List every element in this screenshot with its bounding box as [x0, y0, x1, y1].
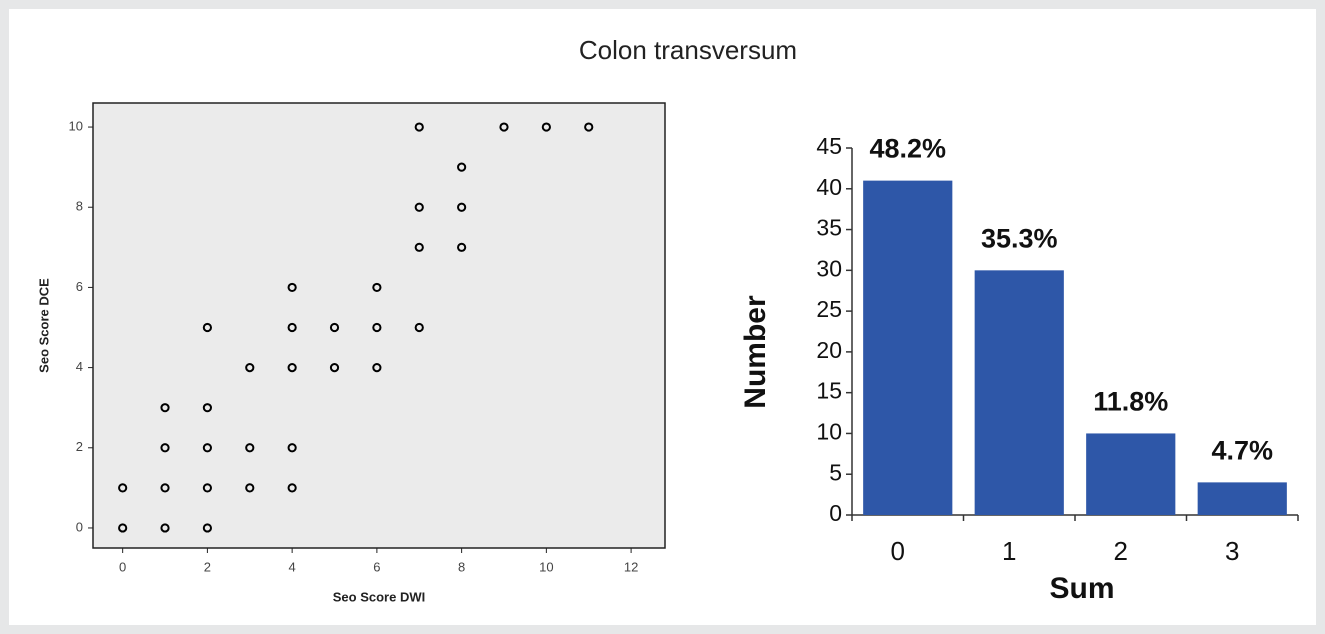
- point: [287, 282, 297, 293]
- point: [202, 322, 212, 333]
- x-tick-label: 8: [458, 559, 465, 574]
- y-axis-label: Number: [739, 295, 772, 409]
- x-tick-label: 12: [624, 559, 638, 574]
- y-tick-label: 35: [816, 215, 842, 241]
- point: [414, 122, 424, 132]
- point: [245, 443, 255, 453]
- point: [202, 483, 212, 493]
- y-tick-label: 4: [76, 359, 83, 374]
- x-tick-label: 0: [119, 559, 126, 574]
- point: [541, 122, 551, 132]
- point: [202, 403, 212, 413]
- x-tick-label: 1: [1002, 536, 1016, 566]
- point: [372, 362, 382, 373]
- y-tick-label: 8: [76, 199, 83, 214]
- y-tick-label: 5: [829, 459, 842, 485]
- y-tick-label: 15: [816, 378, 842, 404]
- y-tick-label: 0: [76, 519, 83, 534]
- point: [202, 523, 212, 533]
- y-tick-label: 20: [816, 337, 842, 363]
- y-tick-label: 30: [816, 255, 842, 281]
- y-tick-label: 0: [829, 500, 842, 526]
- point: [118, 483, 128, 493]
- x-tick-label: 4: [289, 559, 296, 574]
- point: [287, 443, 297, 453]
- point: [160, 443, 170, 453]
- point: [287, 362, 297, 373]
- y-tick-label: 45: [816, 133, 842, 159]
- y-tick-label: 2: [76, 439, 83, 454]
- point: [457, 242, 467, 252]
- point: [287, 483, 297, 493]
- y-tick-label: 6: [76, 279, 83, 294]
- point: [457, 202, 467, 212]
- point: [372, 322, 382, 333]
- bar-annotation: 48.2%: [869, 134, 946, 164]
- point: [457, 162, 467, 172]
- y-axis-label: Seo Score DCE: [36, 278, 51, 373]
- point: [160, 523, 170, 533]
- point: [499, 122, 509, 132]
- point: [245, 483, 255, 493]
- bar: [863, 180, 953, 515]
- point: [372, 282, 382, 293]
- point: [202, 443, 212, 453]
- bar: [974, 270, 1064, 515]
- x-tick-label: 3: [1225, 536, 1239, 566]
- x-axis-label: Seo Score DWI: [333, 589, 425, 604]
- point: [414, 242, 424, 252]
- x-tick-label: 0: [891, 536, 905, 566]
- point: [329, 362, 340, 373]
- y-tick-label: 40: [816, 174, 842, 200]
- point: [160, 483, 170, 493]
- x-tick-label: 6: [373, 559, 380, 574]
- x-tick-label: 10: [539, 559, 553, 574]
- point: [245, 362, 255, 373]
- bar-annotation: 35.3%: [981, 223, 1058, 253]
- point: [414, 322, 424, 333]
- point: [160, 403, 170, 413]
- point: [118, 523, 128, 533]
- x-tick-label: 2: [204, 559, 211, 574]
- bar-annotation: 4.7%: [1211, 436, 1273, 466]
- point: [287, 322, 297, 333]
- figure-title: Colon transversum: [579, 35, 797, 65]
- y-tick-label: 10: [69, 118, 83, 133]
- point: [329, 322, 340, 333]
- x-axis-label: Sum: [1049, 572, 1114, 605]
- bar: [1197, 482, 1287, 515]
- y-tick-label: 25: [816, 296, 842, 322]
- bar: [1086, 433, 1176, 515]
- bar-annotation: 11.8%: [1093, 387, 1168, 417]
- point: [414, 202, 424, 212]
- point: [584, 122, 594, 132]
- y-tick-label: 10: [816, 419, 842, 445]
- x-tick-label: 2: [1114, 536, 1128, 566]
